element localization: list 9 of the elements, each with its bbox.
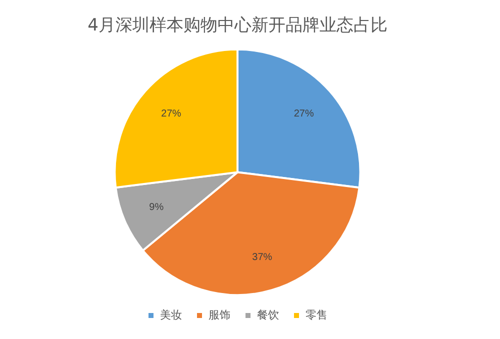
legend-label: 零售 (306, 308, 328, 322)
data-label: 27% (161, 108, 182, 120)
legend-label: 美妆 (160, 308, 182, 322)
data-label: 27% (294, 108, 314, 120)
legend-label: 服饰 (208, 308, 230, 322)
data-label: 9% (149, 202, 164, 214)
data-label: 37% (252, 252, 272, 263)
legend-label: 餐饮 (257, 308, 279, 322)
chart-title: 4月深圳样本购物中心新开品牌业态占比 (88, 16, 388, 36)
